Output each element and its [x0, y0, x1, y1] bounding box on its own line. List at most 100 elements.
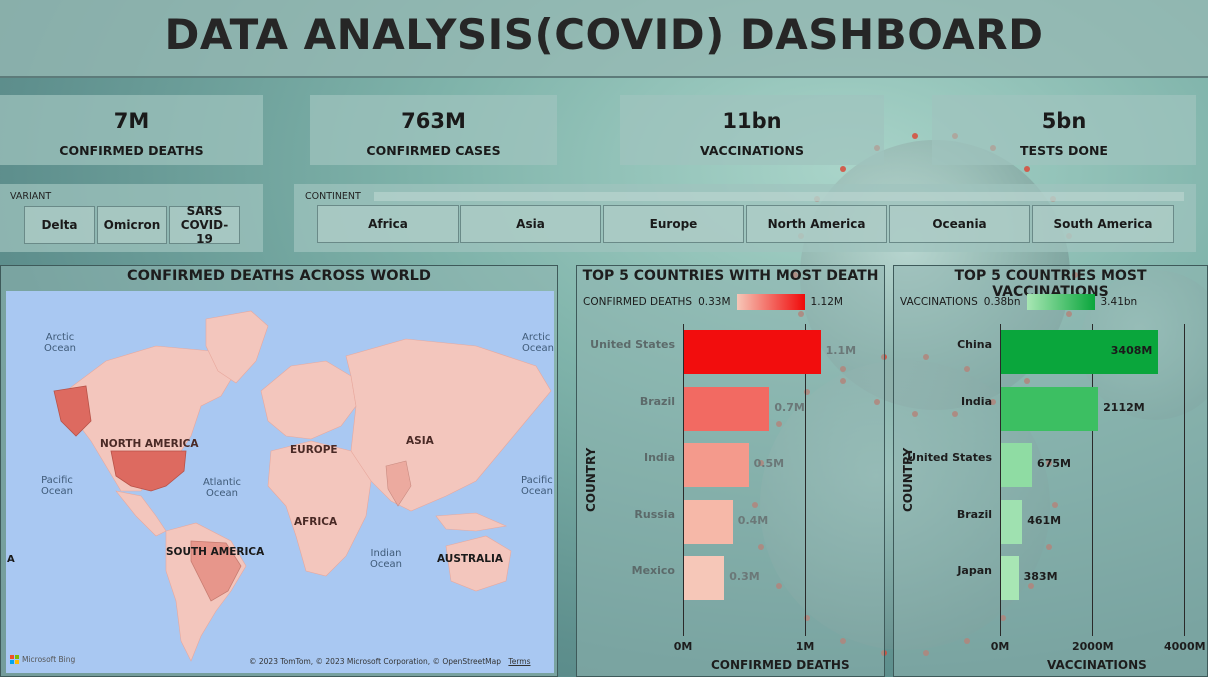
data-label: 0.5M: [753, 457, 785, 471]
bar-united-states[interactable]: [1001, 443, 1033, 488]
data-label: 2112M: [1103, 400, 1145, 414]
map-label-europe: EUROPE: [290, 444, 338, 456]
legend-max: 3.41bn: [1100, 296, 1138, 308]
category-label: Japan: [957, 564, 992, 578]
map-label-pacific-ocean-left: Pacific Ocean: [41, 475, 73, 497]
legend-min: 0.33M: [698, 296, 731, 308]
data-label: 0.3M: [729, 570, 760, 584]
continent-slicer-title: CONTINENT: [305, 191, 361, 202]
legend-min: 0.38bn: [983, 296, 1021, 308]
bar-brazil[interactable]: [684, 386, 770, 431]
kpi-card-confirmed-cases[interactable]: 763M CONFIRMED CASES: [310, 95, 557, 165]
legend-label: VACCINATIONS: [900, 296, 978, 308]
continent-option-oceania[interactable]: Oceania: [889, 205, 1030, 243]
legend-gradient: [736, 294, 805, 310]
virus-spike-icon: [912, 133, 919, 140]
category-label: Mexico: [631, 564, 675, 578]
attribution-text: © 2023 TomTom, © 2023 Microsoft Corporat…: [249, 657, 502, 666]
gridline: [1092, 324, 1093, 636]
chart-legend: VACCINATIONS 0.38bn 3.41bn: [900, 294, 1137, 310]
map-label-atlantic-ocean: Atlantic Ocean: [202, 477, 242, 499]
kpi-label: CONFIRMED CASES: [366, 143, 501, 158]
x-tick-label: 1M: [795, 640, 815, 653]
continent-option-africa[interactable]: Africa: [317, 205, 459, 243]
continent-option-south-america[interactable]: South America: [1032, 205, 1174, 243]
map-label-edge: A: [7, 554, 15, 565]
legend-gradient: [1026, 294, 1095, 310]
x-tick-label: 0M: [673, 640, 693, 653]
x-tick-label: 0M: [990, 640, 1010, 653]
world-map[interactable]: Arctic Ocean Arctic Ocean NORTH AMERICA …: [6, 291, 554, 673]
bar-brazil[interactable]: [1001, 499, 1023, 544]
x-tick-label: 2000M: [1072, 640, 1114, 653]
variant-option-delta[interactable]: Delta: [24, 206, 95, 244]
map-label-pacific-ocean-right: Pacific Ocean: [521, 475, 553, 497]
bar-china[interactable]: [1001, 330, 1158, 375]
map-attribution: © 2023 TomTom, © 2023 Microsoft Corporat…: [249, 657, 531, 666]
x-axis-label: VACCINATIONS: [1047, 658, 1147, 672]
map-region-united-states: [110, 450, 187, 492]
x-tick-label: 4000M: [1164, 640, 1206, 653]
top-deaths-chart: TOP 5 COUNTRIES WITH MOST DEATH CONFIRME…: [576, 265, 885, 677]
category-label: Brazil: [956, 507, 992, 521]
kpi-value: 7M: [113, 109, 150, 133]
terms-link[interactable]: Terms: [508, 657, 531, 666]
continent-option-north-america[interactable]: North America: [746, 205, 887, 243]
kpi-card-vaccinations[interactable]: 11bn VACCINATIONS: [620, 95, 884, 165]
variant-option-omicron[interactable]: Omicron: [97, 206, 167, 244]
bar-russia[interactable]: [684, 499, 733, 544]
bar-india[interactable]: [684, 443, 749, 488]
kpi-card-tests-done[interactable]: 5bn TESTS DONE: [932, 95, 1196, 165]
variant-option-sars-covid-19[interactable]: SARS COVID-19: [169, 204, 240, 246]
map-label-arctic-ocean-left: Arctic Ocean: [44, 332, 76, 354]
continent-option-europe[interactable]: Europe: [603, 205, 744, 243]
map-region-brazil: [190, 540, 242, 602]
data-label: 1.1M: [825, 344, 857, 358]
map-label-arctic-ocean-right: Arctic Ocean: [522, 332, 554, 354]
virus-spike-icon: [1023, 166, 1030, 173]
legend-label: CONFIRMED DEATHS: [583, 296, 693, 308]
legend-max: 1.12M: [810, 296, 843, 308]
map-label-north-america: NORTH AMERICA: [100, 438, 199, 450]
variant-slicer-title: VARIANT: [10, 191, 52, 202]
map-label-asia: ASIA: [406, 435, 434, 447]
category-label: United States: [590, 338, 675, 352]
data-label: 3408M: [1110, 344, 1153, 358]
kpi-value: 5bn: [1041, 109, 1087, 133]
map-label-australia: AUSTRALIA: [437, 553, 503, 565]
kpi-card-confirmed-deaths[interactable]: 7M CONFIRMED DEATHS: [0, 95, 263, 165]
variant-option-label: SARS COVID-19: [180, 204, 229, 246]
map-label-africa: AFRICA: [294, 516, 338, 528]
chart-legend: CONFIRMED DEATHS 0.33M 1.12M: [583, 294, 843, 310]
map-label-south-america: SOUTH AMERICA: [166, 546, 265, 558]
data-label: 0.4M: [737, 513, 769, 527]
kpi-value: 11bn: [722, 109, 782, 133]
map-region-central-america: [115, 490, 167, 537]
gridline: [805, 324, 806, 636]
kpi-label: TESTS DONE: [1020, 143, 1108, 158]
bar-mexico[interactable]: [684, 556, 725, 601]
top-vaccinations-chart: TOP 5 COUNTRIES MOST VACCINATIONS VACCIN…: [893, 265, 1208, 677]
bar-japan[interactable]: [1001, 556, 1019, 601]
map-region-africa: [267, 440, 372, 577]
kpi-value: 763M: [401, 109, 466, 133]
bar-united-states[interactable]: [684, 330, 821, 375]
category-label: Russia: [634, 507, 675, 521]
page-title: DATA ANALYSIS(COVID) DASHBOARD: [164, 10, 1044, 59]
data-label: 675M: [1037, 457, 1071, 471]
map-region-india: [385, 460, 412, 507]
map-region-greenland: [205, 310, 269, 384]
bar-india[interactable]: [1001, 386, 1099, 431]
gridline: [1184, 324, 1185, 636]
map-region-alaska: [53, 385, 92, 437]
category-label: India: [961, 394, 992, 408]
continent-slicer: CONTINENT Africa Asia Europe North Ameri…: [294, 184, 1196, 252]
category-label: Brazil: [639, 394, 675, 408]
category-label: China: [957, 338, 992, 352]
continent-option-asia[interactable]: Asia: [460, 205, 601, 243]
world-map-svg: [53, 310, 552, 662]
gridline: [1000, 324, 1001, 636]
gridline: [683, 324, 684, 636]
map-panel: CONFIRMED DEATHS ACROSS WORLD: [0, 265, 558, 677]
map-region-australia: [445, 535, 512, 592]
